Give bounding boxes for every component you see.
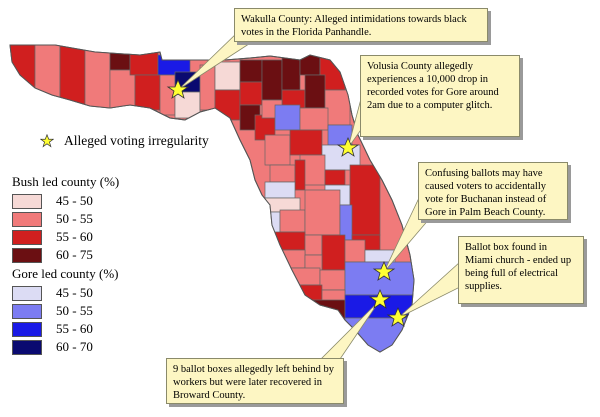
county-st-johns [324,89,351,126]
county-madison [214,61,241,91]
county-highlands [321,234,346,271]
legend-label: 55 - 60 [56,321,93,336]
county-santa-rosa [34,45,61,101]
county-seminole [324,169,346,186]
county-baker [281,57,301,91]
county-brevard [349,164,381,236]
county-putnam [299,107,329,131]
legend-gore-row: 45 - 50 [12,285,93,301]
callout-palm-beach: Confusing ballots may have caused voters… [418,162,568,220]
star-icon [40,134,54,148]
county-polk [304,189,341,236]
county-suwannee [239,81,263,106]
star-icon-wakulla [166,78,190,99]
legend-gore-row: 55 - 60 [12,321,93,337]
legend-bush-title: Bush led county (%) [12,174,120,189]
legend-star-entry: Alleged voting irregularity [40,133,209,149]
county-columbia [261,59,283,101]
legend-bush-row: 45 - 50 [12,193,93,209]
county-marion [289,129,323,156]
legend-swatch [12,247,42,263]
legend-swatch [12,285,42,301]
legend-label: 60 - 70 [56,339,93,354]
legend-bush-row: 50 - 55 [12,211,93,227]
county-okeechobee [344,239,366,263]
county-clay [304,74,326,109]
legend-label: 55 - 60 [56,229,93,244]
legend-swatch [12,193,42,209]
star-icon-broward [368,288,392,309]
star-icon-volusia [336,136,360,157]
county-bay [109,69,136,111]
county-holmes [109,47,131,71]
legend-star-label: Alleged voting irregularity [64,133,209,148]
legend-swatch [12,339,42,355]
county-citrus [269,164,296,183]
county-escambia [10,45,36,96]
county-hamilton [239,59,263,83]
county-sumter [294,159,306,191]
county-levy [264,134,291,166]
star-icon-palm-beach [372,260,396,281]
legend-label: 50 - 55 [56,211,93,226]
county-walton [84,45,111,109]
legend-bush-row: 60 - 75 [12,247,93,263]
county-hernando [264,181,296,199]
county-hardee [304,234,323,256]
county-alachua [274,104,301,131]
legend-swatch [12,303,42,319]
legend-label: 45 - 50 [56,193,93,208]
legend-swatch [12,211,42,227]
county-charlotte [284,267,321,286]
legend-label: 60 - 75 [56,247,93,262]
callout-wakulla: Wakulla County: Alleged intimidations to… [234,8,488,42]
legend-gore-row: 50 - 55 [12,303,93,319]
legend-bush-row: 55 - 60 [12,229,93,245]
callout-volusia: Volusia County allegedly experiences a 1… [360,55,520,137]
county-glades [319,269,346,291]
legend-label: 50 - 55 [56,303,93,318]
callout-miami: Ballot box found in Miami church - ended… [458,236,584,304]
star-icon-miami [386,306,410,327]
county-collier [299,299,346,346]
county-jackson [129,49,159,76]
legend-gore-row: 60 - 70 [12,339,93,355]
legend-gore-title: Gore led county (%) [12,266,119,281]
legend-swatch [12,229,42,245]
legend-label: 45 - 50 [56,285,93,300]
callout-broward: 9 ballot boxes allegedly left behind by … [166,358,344,404]
county-hillsborough [279,209,306,233]
county-taylor [214,89,241,121]
legend-swatch [12,321,42,337]
county-manatee [274,231,306,251]
county-calhoun [134,74,161,111]
